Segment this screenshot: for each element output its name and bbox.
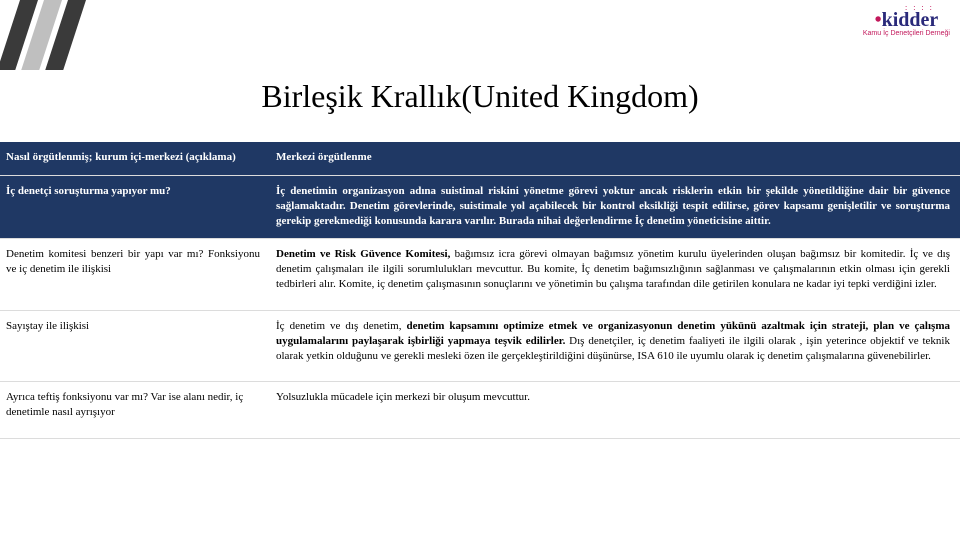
logo: : : : : •kidder Kamu İç Denetçileri Dern… xyxy=(863,4,950,37)
row-answer: İç denetim ve dış denetim, denetim kapsa… xyxy=(270,310,960,382)
row-question: Denetim komitesi benzeri bir yapı var mı… xyxy=(0,239,270,311)
row-question: Ayrıca teftiş fonksiyonu var mı? Var ise… xyxy=(0,382,270,439)
logo-tagline: Kamu İç Denetçileri Derneği xyxy=(863,30,950,37)
header-stripes xyxy=(0,0,86,70)
logo-name: •kidder xyxy=(863,10,950,30)
row-answer: Merkezi örgütlenme xyxy=(270,142,960,175)
row-answer: Yolsuzlukla mücadele için merkezi bir ol… xyxy=(270,382,960,439)
content-table: Nasıl örgütlenmiş; kurum içi-merkezi (aç… xyxy=(0,142,960,439)
table-row: Ayrıca teftiş fonksiyonu var mı? Var ise… xyxy=(0,382,960,439)
page-title: Birleşik Krallık(United Kingdom) xyxy=(0,78,960,115)
table-row: Sayıştay ile ilişkisi İç denetim ve dış … xyxy=(0,310,960,382)
row-question: İç denetçi soruşturma yapıyor mu? xyxy=(0,175,270,239)
table-row: İç denetçi soruşturma yapıyor mu? İç den… xyxy=(0,175,960,239)
answer-lead: Denetim ve Risk Güvence Komitesi, xyxy=(276,248,455,260)
row-answer: Denetim ve Risk Güvence Komitesi, bağıms… xyxy=(270,239,960,311)
table-row: Denetim komitesi benzeri bir yapı var mı… xyxy=(0,239,960,311)
row-answer: İç denetimin organizasyon adına suistima… xyxy=(270,175,960,239)
row-question: Nasıl örgütlenmiş; kurum içi-merkezi (aç… xyxy=(0,142,270,175)
table-row: Nasıl örgütlenmiş; kurum içi-merkezi (aç… xyxy=(0,142,960,175)
row-question: Sayıştay ile ilişkisi xyxy=(0,310,270,382)
answer-pre: İç denetim ve dış denetim, xyxy=(276,320,407,332)
